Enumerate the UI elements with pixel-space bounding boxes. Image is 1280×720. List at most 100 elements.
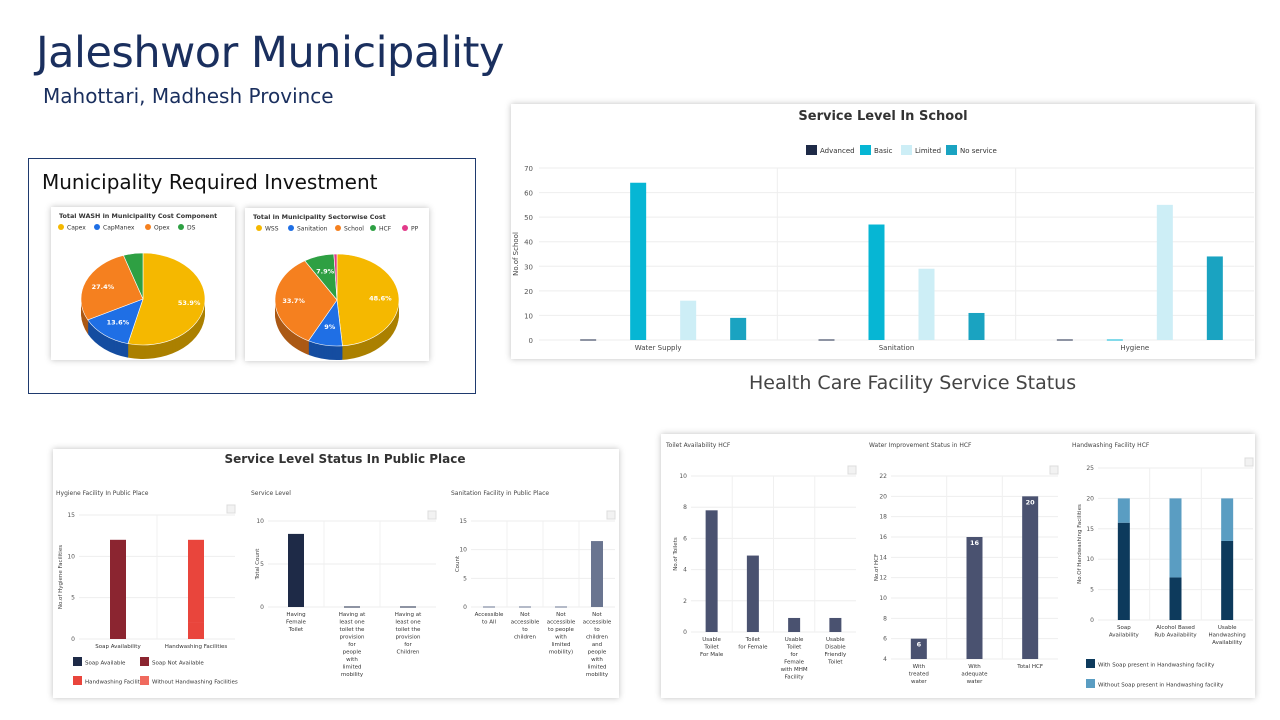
school-service-chart-card: Service Level In School Advanced Basic Limi… (511, 104, 1255, 359)
y-tick-label: 10 (1086, 556, 1094, 563)
x-tick-label: Disable (825, 645, 846, 651)
bar-segment (1221, 540, 1234, 620)
y-tick-label: 2 (683, 598, 687, 605)
bar-segment (110, 539, 126, 639)
pie-slice (336, 253, 400, 347)
y-tick-label: 20 (879, 493, 887, 500)
x-tick-label: Accessible (475, 612, 504, 618)
y-tick-label: 6 (683, 535, 687, 542)
legend-swatch (73, 657, 82, 666)
pie-slice (274, 260, 338, 342)
x-tick-label: Rub Availability (1154, 633, 1197, 639)
x-tick-label: With (968, 664, 981, 670)
y-tick-label: 15 (67, 512, 75, 519)
y-tick-label: 0 (1090, 617, 1094, 624)
bar-segment (188, 622, 204, 639)
pie-slice (87, 298, 144, 344)
y-axis-label: Count (455, 555, 461, 572)
legend-marker (178, 224, 184, 230)
x-tick-label: limited (343, 665, 362, 671)
x-tick-label: water (967, 679, 983, 685)
x-tick-label: Facility (785, 675, 805, 681)
y-tick-label: 15 (1086, 526, 1094, 533)
x-tick-label: for (404, 642, 412, 648)
x-tick-label: With (913, 664, 926, 670)
x-tick-label: Total HCF (1016, 664, 1043, 670)
x-tick-label: mobility) (549, 650, 573, 656)
y-tick-label: 14 (879, 554, 887, 561)
y-tick-label: 5 (71, 595, 75, 602)
x-tick-label: limited (588, 665, 607, 671)
legend-label: School (344, 226, 364, 233)
y-axis-label: Total Count (255, 548, 261, 581)
y-tick-label: 10 (524, 312, 533, 320)
y-tick-label: 25 (1086, 465, 1094, 472)
x-tick-label: Toilet (786, 645, 802, 651)
x-tick-label: Usable (826, 637, 845, 643)
x-tick-label: Having at (395, 612, 422, 618)
cost-component-pie-card: Total WASH in Municipality Cost Componen… (51, 207, 235, 360)
legend-label: No service (960, 147, 997, 155)
y-tick-label: 15 (459, 518, 467, 525)
y-tick-label: 18 (879, 514, 887, 521)
bar-segment (1169, 577, 1182, 620)
y-axis-label: No.of School (512, 232, 520, 276)
legend-label: Capex (67, 225, 86, 232)
bar (788, 617, 801, 632)
legend-marker (256, 225, 262, 231)
y-tick-label: 0 (463, 604, 467, 611)
y-tick-label: 10 (679, 473, 687, 480)
cost-component-pie-chart: Total WASH in Municipality Cost Componen… (58, 212, 217, 359)
x-tick-label: adequate (961, 672, 988, 678)
y-axis-label: No.Of Handwashing Facilities (1077, 504, 1083, 584)
legend-swatch (946, 145, 957, 155)
y-tick-label: 50 (524, 214, 533, 222)
x-tick-label: Availability (1109, 633, 1140, 639)
x-tick-label: Not (592, 612, 602, 618)
y-tick-label: 40 (524, 239, 533, 247)
y-tick-label: 20 (524, 288, 533, 296)
legend-label: Soap Available (85, 661, 126, 667)
bar (288, 533, 304, 607)
bar (746, 555, 759, 632)
x-tick-label: and (592, 642, 602, 648)
investment-title: Municipality Required Investment (42, 170, 378, 194)
bar-data-label: 20 (1026, 498, 1036, 506)
pie-title: Total in Municipality Sectorwise Cost (253, 213, 386, 221)
x-tick-label: Water Supply (635, 344, 682, 352)
menu-icon (1049, 465, 1059, 475)
legend-label: Without Handwashing Facilities (152, 680, 238, 686)
pie-data-label: 33.7% (282, 297, 305, 305)
legend-swatch (806, 145, 817, 155)
hcf-chart-card: Toilet Availability HCF 0 2 4 6 8 10 No.of Toil… (661, 434, 1255, 698)
bar (1156, 204, 1173, 340)
public-place-chart-card: Service Level Status In Public Place Hygi… (53, 449, 619, 698)
x-tick-label: with (346, 657, 358, 663)
pie-data-label: 48.6% (369, 295, 392, 303)
x-tick-label: children (586, 635, 609, 641)
x-tick-label: to (594, 627, 600, 633)
y-tick-label: 20 (1086, 495, 1094, 502)
bar-data-label: 16 (970, 539, 980, 547)
y-tick-label: 10 (459, 547, 467, 554)
menu-icon (1244, 457, 1254, 467)
subchart-title: Service Level (251, 490, 291, 497)
public-place-chart: Service Level Status In Public Place Hygi… (56, 452, 616, 686)
legend-label: Without Soap present in Handwashing faci… (1098, 683, 1224, 689)
y-tick-label: 8 (683, 504, 687, 511)
x-tick-label: Toilet (827, 660, 843, 666)
legend-label: Handwashing Facilities (85, 680, 148, 686)
investment-panel (28, 158, 476, 394)
x-tick-label: for (790, 652, 798, 658)
chart-title: Service Level In School (798, 109, 967, 124)
y-tick-label: 0 (260, 604, 264, 611)
legend-label: WSS (265, 226, 279, 233)
bar (630, 182, 647, 340)
bar (591, 541, 603, 607)
x-tick-label: provision (395, 635, 421, 641)
menu-icon (606, 510, 616, 520)
bar-segment (1117, 522, 1130, 620)
y-tick-label: 0 (71, 636, 75, 643)
legend-swatch (73, 676, 82, 685)
x-tick-label: Having (286, 612, 305, 618)
